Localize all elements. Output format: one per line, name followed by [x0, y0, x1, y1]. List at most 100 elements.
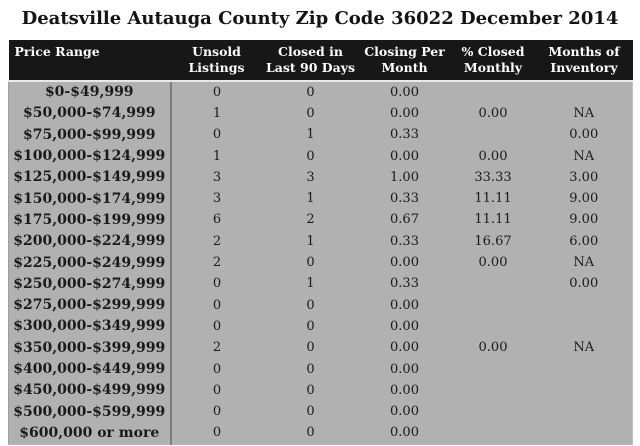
value-cell: 0: [306, 297, 315, 313]
table-row: $250,000-$274,999 0 1 0.33 0.00: [8, 273, 633, 295]
value-cell: [451, 358, 536, 379]
value-cell: 0.33: [390, 276, 419, 292]
value-cell: 2: [212, 255, 222, 271]
value-cell: 0.00: [478, 255, 508, 271]
value-cell: 0: [306, 318, 315, 334]
value-cell: [535, 315, 633, 338]
value-cell: 0: [306, 382, 315, 398]
column-header-4: % Closed Monthly: [450, 40, 536, 82]
value-cell: 0: [212, 84, 222, 100]
price-range-cell: $450,000-$499,999: [8, 379, 172, 401]
table-row: $500,000-$599,999 0 0 0.00: [8, 400, 633, 423]
table-row: $100,000-$124,999 1 0 0.00 0.00 NA: [8, 145, 633, 167]
value-cell: [535, 294, 633, 316]
value-cell: [451, 124, 536, 145]
price-range-cell: $300,000-$349,999: [8, 315, 172, 338]
table-row: $400,000-$449,999 0 0 0.00: [8, 358, 633, 380]
value-cell: 0.33: [390, 233, 419, 249]
price-range-cell: $125,000-$149,999: [8, 166, 172, 188]
value-cell: 0.00: [478, 340, 508, 356]
value-cell: [451, 380, 536, 401]
value-cell: 0.00: [390, 297, 419, 313]
value-cell: 2: [306, 212, 315, 228]
value-cell: 6.00: [535, 230, 633, 252]
value-cell: 0.00: [390, 148, 419, 164]
value-cell: 2: [212, 340, 222, 356]
value-cell: 0: [212, 276, 222, 292]
price-range-cell: $150,000-$174,999: [8, 187, 172, 210]
value-cell: 0.33: [390, 127, 419, 143]
value-cell: NA: [535, 102, 633, 125]
value-cell: 0.00: [478, 105, 508, 121]
value-cell: 16.67: [474, 233, 512, 249]
value-cell: 0.00: [390, 105, 419, 121]
header-row: Price Range Unsold Listings Closed in Last…: [8, 40, 633, 82]
value-cell: 0: [262, 422, 359, 445]
table-row: $125,000-$149,999 3 3 1.00 33.33 3.00: [8, 166, 633, 188]
value-cell: NA: [535, 145, 633, 167]
price-range-cell: $50,000-$74,999: [8, 102, 172, 125]
table-row: $300,000-$349,999 0 0 0.00: [8, 315, 633, 338]
value-cell: 0.00: [390, 361, 419, 377]
column-header-1: Unsold Listings: [170, 40, 263, 82]
value-cell: [450, 422, 536, 445]
price-range-cell: $175,000-$199,999: [8, 209, 172, 231]
value-cell: 0.00: [535, 273, 633, 295]
value-cell: 0: [306, 404, 315, 420]
value-cell: 0.00: [358, 422, 451, 445]
value-cell: NA: [535, 337, 633, 359]
table-row: $200,000-$224,999 2 1 0.33 16.67 6.00: [8, 230, 633, 252]
price-range-cell: $0-$49,999: [8, 80, 172, 103]
value-cell: 33.33: [474, 169, 512, 185]
value-cell: 6: [212, 212, 222, 228]
value-cell: 11.11: [474, 191, 512, 207]
inventory-table: Price Range Unsold Listings Closed in Last…: [8, 40, 633, 445]
value-cell: 11.11: [474, 212, 512, 228]
column-header-0: Price Range: [8, 40, 171, 82]
value-cell: 0: [212, 318, 222, 334]
table-row: $225,000-$249,999 2 0 0.00 0.00 NA: [8, 251, 633, 274]
value-cell: [451, 401, 536, 422]
price-range-cell: $225,000-$249,999: [8, 251, 172, 274]
value-cell: [535, 400, 633, 423]
price-range-cell: $350,000-$399,999: [8, 337, 172, 359]
value-cell: 3.00: [535, 166, 633, 188]
value-cell: 0: [306, 340, 315, 356]
value-cell: 0.33: [390, 191, 419, 207]
value-cell: 1.00: [390, 169, 419, 185]
column-header-5: Months of Inventory: [535, 40, 633, 82]
price-range-cell: $500,000-$599,999: [8, 400, 172, 423]
page-title: Deatsville Autauga County Zip Code 36022…: [21, 8, 619, 29]
table-row: $175,000-$199,999 6 2 0.67 11.11 9.00: [8, 209, 633, 231]
value-cell: 0.00: [478, 148, 508, 164]
column-header-3: Closing Per Month: [358, 40, 451, 82]
value-cell: 9.00: [535, 187, 633, 210]
price-range-cell: $600,000 or more: [8, 422, 172, 445]
value-cell: 0.00: [390, 382, 419, 398]
value-cell: 0.00: [390, 84, 419, 100]
value-cell: NA: [535, 251, 633, 274]
value-cell: 0: [212, 127, 222, 143]
table-row: $150,000-$174,999 3 1 0.33 11.11 9.00: [8, 187, 633, 210]
value-cell: [451, 294, 536, 315]
value-cell: 0: [306, 105, 315, 121]
value-cell: 9.00: [535, 209, 633, 231]
table-row: $450,000-$499,999 0 0 0.00: [8, 379, 633, 401]
value-cell: 0: [212, 382, 222, 398]
value-cell: 2: [212, 233, 222, 249]
value-cell: 0: [212, 297, 222, 313]
table-row: $275,000-$299,999 0 0 0.00: [8, 294, 633, 316]
table-row: $600,000 or more 0 0 0.00: [8, 422, 633, 445]
value-cell: [451, 273, 536, 294]
value-cell: 0.00: [390, 255, 419, 271]
column-header-2: Closed in Last 90 Days: [262, 40, 359, 82]
value-cell: 0.00: [535, 124, 633, 146]
price-range-cell: $75,000-$99,999: [8, 124, 172, 146]
value-cell: 1: [212, 105, 222, 121]
price-range-cell: $250,000-$274,999: [8, 273, 172, 295]
value-cell: 0: [306, 255, 315, 271]
price-range-cell: $400,000-$449,999: [8, 358, 172, 380]
table-row: $75,000-$99,999 0 1 0.33 0.00: [8, 124, 633, 146]
price-range-cell: $275,000-$299,999: [8, 294, 172, 316]
value-cell: 0: [306, 361, 315, 377]
